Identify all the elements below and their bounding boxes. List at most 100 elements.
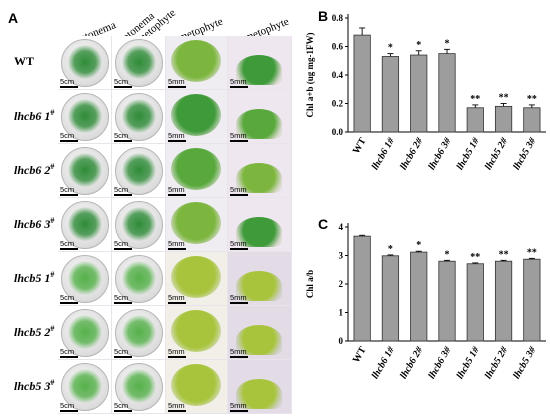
x-tick-label: lhcb6 2# — [398, 344, 426, 381]
x-tick-label: lhcb5 1# — [455, 135, 483, 172]
bar — [466, 107, 484, 133]
bar — [410, 251, 428, 342]
photo-cell: 5cm — [112, 306, 165, 359]
significance-mark: ** — [470, 94, 480, 105]
scale-bar — [114, 194, 132, 196]
scale-bar — [168, 410, 186, 412]
scale-label: 5mm — [230, 131, 247, 140]
scale-label: 5mm — [230, 185, 247, 194]
scale-bar — [168, 356, 186, 358]
significance-mark: * — [416, 40, 421, 51]
scale-bar — [60, 140, 78, 142]
scale-label: 5cm — [60, 293, 75, 302]
row-label: lhcb5 3# — [14, 378, 55, 393]
moss-culture — [122, 261, 156, 295]
scale-bar — [114, 86, 132, 88]
scale-bar — [60, 248, 78, 250]
scale-bar — [60, 356, 78, 358]
moss-culture — [122, 207, 156, 241]
significance-mark: * — [445, 38, 450, 49]
significance-mark: * — [388, 43, 393, 54]
photo-grid: 5cm 5cm 5mm 5mm 5cm 5cm 5mm 5mm 5cm 5cm 5mm 5mm 5cm 5… — [58, 36, 292, 414]
scale-label: 5mm — [168, 239, 185, 248]
gametophyte-clump — [236, 108, 282, 139]
moss-culture — [68, 207, 102, 241]
y-tick-label: 2 — [339, 279, 344, 289]
photo-cell: 5mm — [228, 360, 291, 413]
photo-cell: 5mm — [166, 198, 227, 251]
y-tick-label: 0.4 — [332, 70, 344, 80]
bar — [494, 105, 513, 133]
y-tick-label: 3 — [339, 251, 344, 261]
x-tick-label: lhcb5 3# — [511, 135, 539, 172]
panel-b-letter: B — [318, 8, 329, 24]
scale-bar — [114, 302, 132, 304]
scale-label: 5cm — [114, 131, 129, 140]
y-tick-label: 0 — [339, 336, 344, 346]
significance-mark: ** — [499, 93, 509, 104]
photo-cell: 5mm — [228, 252, 291, 305]
scale-label: 5cm — [114, 185, 129, 194]
gametophyte-clump — [236, 162, 282, 193]
moss-culture — [122, 369, 156, 403]
scale-label: 5mm — [230, 239, 247, 248]
scale-bar — [60, 194, 78, 196]
scale-label: 5cm — [60, 131, 75, 140]
gametophyte-clump — [171, 40, 221, 82]
significance-mark: ** — [499, 249, 509, 260]
scale-label: 5cm — [60, 347, 75, 356]
significance-mark: * — [388, 244, 393, 255]
row-label: lhcb6 3# — [14, 216, 55, 231]
photo-cell: 5cm — [58, 90, 111, 143]
x-tick-label: lhcb5 2# — [483, 344, 511, 381]
bar — [523, 107, 541, 133]
moss-culture — [68, 315, 102, 349]
scale-bar — [230, 248, 248, 250]
row-label: WT — [14, 54, 35, 68]
moss-culture — [68, 369, 102, 403]
photo-cell: 5mm — [228, 198, 291, 251]
gametophyte-clump — [236, 378, 282, 409]
moss-culture — [68, 153, 102, 187]
gametophyte-clump — [171, 310, 221, 352]
moss-culture — [122, 315, 156, 349]
moss-culture — [68, 261, 102, 295]
photo-cell: 5cm — [112, 252, 165, 305]
scale-bar — [230, 302, 248, 304]
scale-bar — [168, 140, 186, 142]
photo-cell: 5cm — [58, 144, 111, 197]
photo-cell: 5cm — [58, 252, 111, 305]
scale-label: 5cm — [114, 293, 129, 302]
scale-label: 5mm — [168, 131, 185, 140]
moss-culture — [68, 45, 102, 79]
photo-cell: 5cm — [58, 198, 111, 251]
photo-cell: 5cm — [112, 198, 165, 251]
scale-bar — [114, 248, 132, 250]
x-tick-label: lhcb6 1# — [370, 344, 398, 381]
row-label: lhcb5 2# — [14, 324, 55, 339]
bar — [381, 56, 400, 133]
y-tick-label: 0.8 — [332, 13, 344, 23]
scale-label: 5cm — [114, 347, 129, 356]
y-tick-label: 0.0 — [332, 127, 344, 137]
row-label: lhcb6 2# — [14, 162, 55, 177]
scale-label: 5cm — [114, 77, 129, 86]
scale-bar — [230, 140, 248, 142]
significance-mark: ** — [527, 247, 537, 258]
scale-bar — [230, 356, 248, 358]
bar — [438, 260, 456, 342]
bar — [438, 53, 456, 133]
bar — [466, 263, 484, 342]
chart-c: 0 1 2 3 4 WT * lhcb6 1# * lhcb6 2# * lhcb6 3# ** lhcb… — [305, 222, 546, 381]
scale-bar — [114, 410, 132, 412]
bar — [410, 54, 428, 133]
row-label: lhcb6 1# — [14, 108, 55, 123]
y-tick-label: 0.2 — [332, 99, 344, 109]
photo-cell: 5cm — [58, 306, 111, 359]
scale-label: 5cm — [60, 401, 75, 410]
significance-mark: ** — [527, 94, 537, 105]
moss-culture — [122, 45, 156, 79]
x-tick-label: lhcb6 1# — [370, 135, 398, 172]
scale-bar — [168, 194, 186, 196]
photo-cell: 5mm — [166, 252, 227, 305]
